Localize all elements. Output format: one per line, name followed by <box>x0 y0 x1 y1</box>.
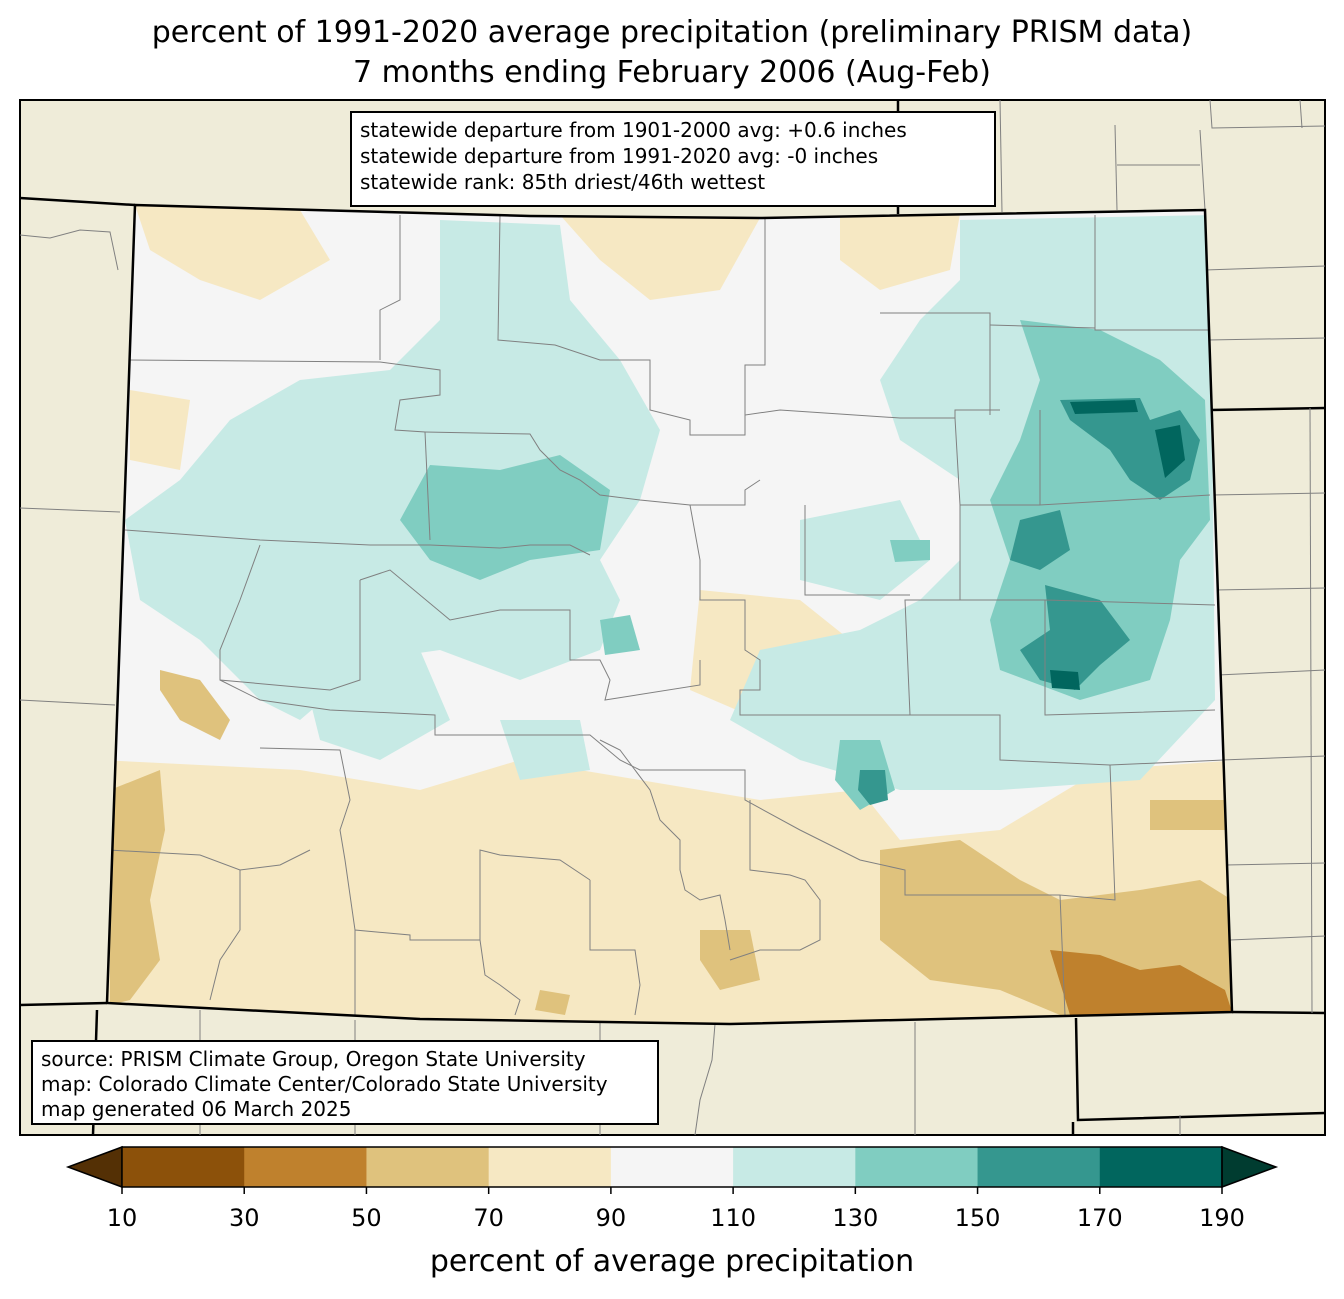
colorbar-bin-170-190 <box>1099 1147 1223 1187</box>
stats-line-rank: statewide rank: 85th driest/46th wettest <box>360 170 766 194</box>
colorado-precip-field <box>107 205 1232 1024</box>
colorbar-outline <box>121 1146 1223 1188</box>
colorbar-bin-10-30 <box>122 1147 245 1187</box>
colorbar-tick-label: 130 <box>832 1204 879 1232</box>
colorbar-tick-label: 10 <box>106 1204 138 1232</box>
colorbar-tick-label: 170 <box>1076 1204 1123 1232</box>
colorbar-tick-label: 50 <box>351 1204 382 1232</box>
source-box: source: PRISM Climate Group, Oregon Stat… <box>31 1040 659 1125</box>
map-title-line1: percent of 1991-2020 average precipitati… <box>151 15 1193 50</box>
colorbar-bin-70-90 <box>488 1147 612 1187</box>
colorbar-tick-label: 110 <box>710 1204 757 1232</box>
colorbar-tick-label: 70 <box>473 1204 504 1232</box>
stats-line-1991-2020: statewide departure from 1991-2020 avg: … <box>360 144 879 168</box>
colorbar-under-arrow <box>65 1145 123 1189</box>
county-lines <box>107 214 1226 1016</box>
colorbar-bin-50-70 <box>366 1147 490 1187</box>
colorbar-bin-130-150 <box>855 1147 979 1187</box>
statewide-stats-box: statewide departure from 1901-2000 avg: … <box>350 111 996 207</box>
colorbar-label: percent of average precipitation <box>429 1244 915 1279</box>
colorbar-bin-150-170 <box>977 1147 1101 1187</box>
source-line: source: PRISM Climate Group, Oregon Stat… <box>41 1047 586 1071</box>
colorbar-bin-90-110 <box>610 1147 734 1187</box>
map-title-line2: 7 months ending February 2006 (Aug-Feb) <box>353 55 991 90</box>
colorbar-tick-label: 190 <box>1199 1204 1245 1232</box>
generated-date-line: map generated 06 March 2025 <box>41 1097 352 1121</box>
colorbar-bin-110-130 <box>733 1147 856 1187</box>
colorbar-tick-label: 90 <box>595 1204 627 1232</box>
map-credit-line: map: Colorado Climate Center/Colorado St… <box>41 1072 608 1096</box>
colorado-border <box>105 203 1234 1026</box>
neighbor-state-borders <box>19 100 1326 1136</box>
stats-line-1901-2000: statewide departure from 1901-2000 avg: … <box>360 118 907 142</box>
colorbar-over-arrow <box>1221 1145 1279 1189</box>
colorbar-tick-label: 30 <box>228 1204 260 1232</box>
colorbar-bin-30-50 <box>244 1147 367 1187</box>
colorbar-tick-label: 150 <box>954 1204 1001 1232</box>
